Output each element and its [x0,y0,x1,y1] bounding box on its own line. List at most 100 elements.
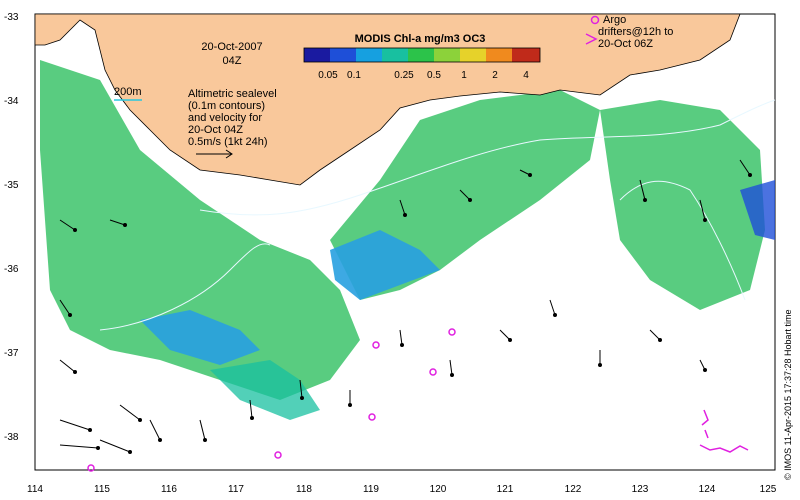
velocity-arrow [99,439,132,454]
colorbar-label: 0.5 [427,70,441,81]
argo-drifter-marker [87,464,95,472]
velocity-arrow [119,404,142,422]
velocity-arrow [499,329,512,342]
velocity-arrow [649,329,662,342]
sealevel-contours [99,99,776,331]
velocity-arrow [59,359,77,374]
colorbar-label: 0.1 [347,70,361,81]
x-axis: 114 115 116 117 118 119 120 121 122 123 … [27,484,777,495]
contour-line [99,243,271,331]
colorbar-label: 0.05 [318,70,338,81]
x-tick-label: 123 [632,484,649,495]
x-tick-label: 117 [228,484,244,495]
velocity-arrow [59,419,92,432]
chl-patch-west [40,60,360,400]
velocity-arrow [739,159,752,177]
altimetry-annotation: Altimetric sealevel (0.1m contours) and … [188,88,277,159]
y-tick-label: -35 [4,180,19,191]
australia-landmass [34,13,741,186]
colorbar-title: MODIS Chl-a mg/m3 OC3 [355,33,486,45]
velocity-arrow [549,299,557,317]
contour-line [199,99,776,216]
colorbar-swatch [512,48,540,62]
annotation-line: (0.1m contours) [188,100,265,112]
annotation-line: and velocity for [188,112,262,124]
velocity-arrow [299,379,304,400]
argo-legend-marker [590,15,600,25]
velocity-arrow [149,419,162,442]
x-tick-label: 114 [27,484,43,495]
velocity-arrow [699,359,707,372]
y-axis: -33 -34 -35 -36 -37 -38 [4,12,19,443]
velocity-arrow [459,189,472,202]
colorbar-swatch [434,48,460,62]
argo-legend-line: drifters@12h to [598,26,673,38]
velocity-arrow [399,199,407,217]
colorbar-label: 4 [523,70,529,81]
y-tick-label: -37 [4,348,19,359]
colorbar: MODIS Chl-a mg/m3 OC3 0.05 0.1 0.25 0.5 … [303,33,541,81]
velocity-arrow [598,350,602,367]
velocity-arrow [249,399,254,420]
annotation-line: 20-Oct 04Z [188,124,243,136]
colorbar-swatch [408,48,434,62]
velocity-arrow [449,359,454,377]
x-tick-label: 119 [363,484,379,495]
time-label: 04Z [223,55,242,67]
argo-legend-chevron [585,33,598,45]
velocity-arrow [699,199,707,222]
velocity-arrow [59,219,77,232]
velocity-arrow [399,329,404,347]
x-tick-label: 115 [94,484,110,495]
y-tick-label: -34 [4,96,19,107]
chl-patch-blue-3 [740,180,775,240]
chl-patch-blue-1 [140,310,260,365]
x-tick-label: 125 [760,484,777,495]
colorbar-swatch [460,48,486,62]
colorbar-swatch [356,48,382,62]
x-tick-label: 116 [161,484,177,495]
colorbar-swatch [486,48,512,62]
chlorophyll-patches [40,60,775,420]
contour-line [619,180,746,301]
y-tick-label: -38 [4,432,19,443]
annotation-line: Altimetric sealevel [188,88,277,100]
argo-track [699,409,749,453]
argo-drifter-marker [368,413,376,421]
argo-legend-line: Argo [603,14,626,26]
x-tick-label: 124 [699,484,716,495]
colorbar-label: 1 [461,70,467,81]
velocity-arrow [519,169,532,177]
velocity-arrow [639,179,647,202]
argo-drifter-marker [448,328,456,336]
velocity-arrows [59,159,752,454]
velocity-arrow [59,299,72,317]
velocity-arrow [199,419,207,442]
velocity-scale-arrow [196,149,233,159]
chl-patch-east [600,100,765,310]
argo-drifters [87,15,749,472]
velocity-arrow [59,444,100,450]
velocity-arrow [109,219,127,227]
argo-drifter-marker [372,341,380,349]
x-tick-label: 122 [565,484,582,495]
credit-text: © IMOS 11-Apr-2015 17:37:28 Hobart time [783,309,793,480]
x-tick-label: 118 [296,484,312,495]
annotation-line: 0.5m/s (1kt 24h) [188,136,267,148]
argo-drifter-marker [429,368,437,376]
colorbar-swatch [330,48,356,62]
x-tick-label: 120 [430,484,447,495]
argo-drifter-marker [274,451,282,459]
velocity-arrow [348,390,352,407]
chl-patch-south [210,360,320,420]
colorbar-label: 2 [492,70,498,81]
x-tick-label: 121 [497,484,514,495]
isobath-label: 200m [114,86,142,98]
argo-legend: Argo drifters@12h to 20-Oct 06Z [598,14,673,50]
colorbar-swatch [382,48,408,62]
y-tick-label: -33 [4,12,19,23]
y-tick-label: -36 [4,264,19,275]
date-label: 20-Oct-2007 [201,41,262,53]
colorbar-swatch [304,48,330,62]
